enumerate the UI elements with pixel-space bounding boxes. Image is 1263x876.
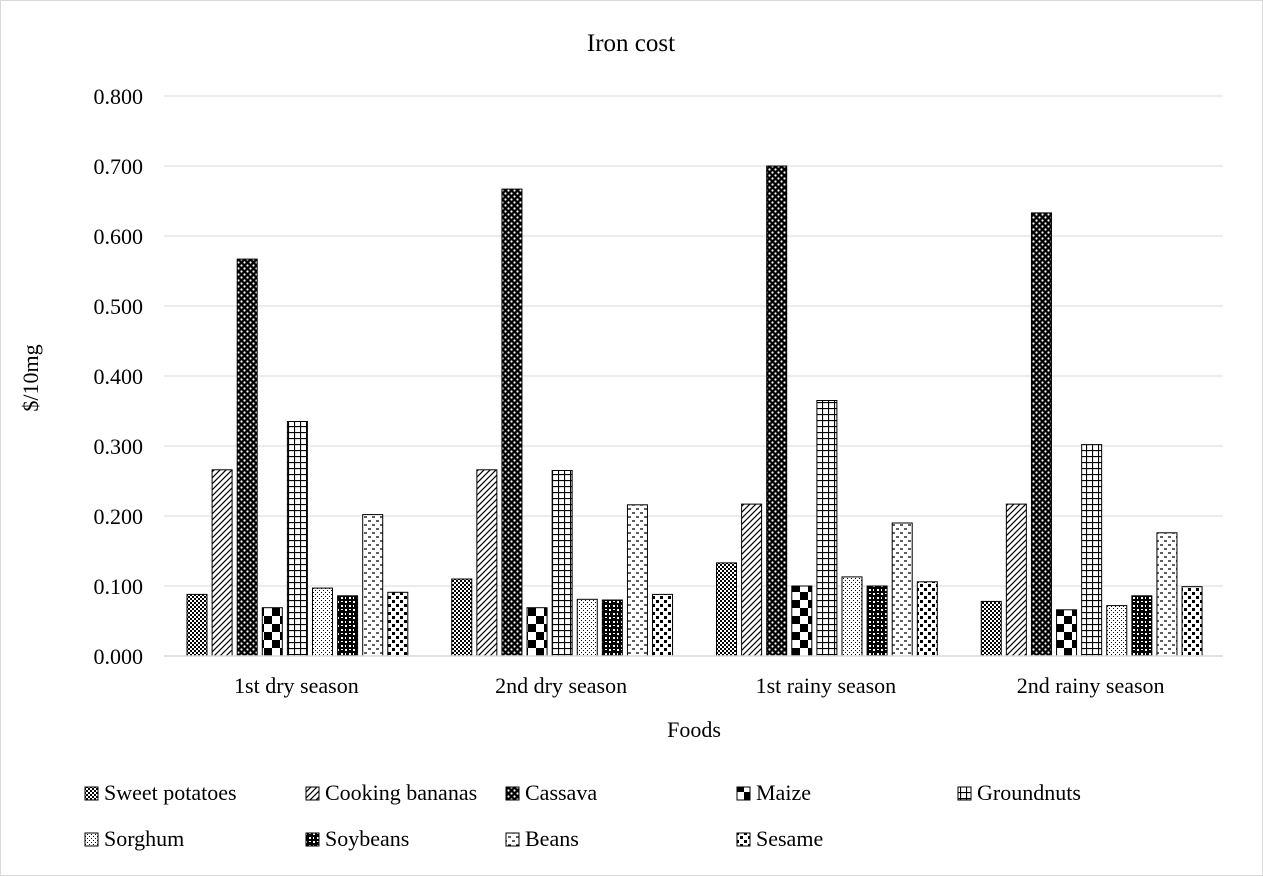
chart-title: Iron cost (587, 30, 675, 57)
legend-swatch (305, 786, 320, 801)
bar-cassava (501, 188, 523, 657)
bar-sesame (1181, 586, 1203, 657)
x-axis-ticks: 1st dry season 2nd dry season 1st rainy se… (234, 673, 1165, 698)
legend-label: Cooking bananas (325, 780, 477, 805)
bar-soybeans (866, 585, 888, 657)
bar-sorghum (576, 598, 598, 657)
legend: Sweet potatoes Cooking bananas Cassava Maiz… (84, 780, 1081, 851)
bar-soybeans (601, 599, 623, 657)
legend-swatch (84, 832, 99, 847)
gridlines (164, 95, 1223, 587)
bar-groundnuts (286, 421, 308, 657)
legend-label: Sorghum (104, 826, 184, 851)
bar-beans (626, 504, 648, 657)
y-tick-label: 0.100 (94, 574, 144, 599)
legend-item: Maize (736, 780, 811, 805)
legend-label: Cassava (525, 780, 597, 805)
y-axis-ticks: 0.000 0.100 0.200 0.300 0.400 0.500 0.600 0.700… (94, 84, 144, 669)
bar-maize (1056, 609, 1078, 657)
bar-sweet-potatoes (451, 578, 473, 657)
legend-label: Sesame (756, 826, 823, 851)
bar-soybeans (1131, 595, 1153, 657)
legend-item: Beans (505, 826, 579, 851)
y-tick-label: 0.500 (94, 294, 144, 319)
bar-cooking-bananas (476, 469, 498, 657)
y-tick-label: 0.200 (94, 504, 144, 529)
bar-cassava (1030, 212, 1052, 657)
bar-groundnuts (816, 400, 838, 657)
legend-label: Soybeans (325, 826, 409, 851)
bar-cassava (236, 258, 258, 657)
bar-maize (791, 585, 813, 657)
legend-swatch (505, 786, 520, 801)
legend-item: Sweet potatoes (84, 780, 237, 805)
y-tick-label: 0.800 (94, 84, 144, 109)
bar-cassava (766, 165, 788, 657)
y-axis-label: $/10mg (18, 344, 43, 411)
bars (186, 165, 1203, 657)
x-tick-label: 1st dry season (234, 673, 359, 698)
legend-item: Cooking bananas (305, 780, 477, 805)
bar-cooking-bananas (741, 503, 763, 657)
bar-sesame (387, 591, 409, 657)
x-tick-label: 2nd rainy season (1017, 673, 1165, 698)
x-tick-label: 2nd dry season (495, 673, 627, 698)
bar-sorghum (1106, 605, 1128, 657)
bar-sesame (652, 593, 674, 657)
legend-swatch (957, 786, 972, 801)
y-tick-label: 0.000 (94, 644, 144, 669)
legend-label: Groundnuts (977, 780, 1081, 805)
x-axis-label: Foods (667, 717, 721, 742)
legend-label: Beans (525, 826, 579, 851)
bar-sweet-potatoes (186, 593, 208, 657)
bar-soybeans (337, 595, 359, 657)
bar-maize (261, 607, 283, 657)
legend-swatch (305, 832, 320, 847)
legend-swatch (84, 786, 99, 801)
bar-sweet-potatoes (716, 562, 737, 657)
bar-groundnuts (551, 470, 573, 657)
y-tick-label: 0.600 (94, 224, 144, 249)
bar-sorghum (312, 587, 333, 657)
legend-item: Cassava (505, 780, 597, 805)
bar-sesame (916, 581, 938, 657)
legend-item: Groundnuts (957, 780, 1081, 805)
legend-item: Sorghum (84, 826, 184, 851)
bar-beans (362, 514, 384, 657)
bar-groundnuts (1081, 444, 1103, 657)
legend-swatch (505, 832, 520, 847)
y-tick-label: 0.400 (94, 364, 144, 389)
bar-sorghum (841, 576, 863, 657)
bar-cooking-bananas (1005, 503, 1027, 657)
y-tick-label: 0.700 (94, 154, 144, 179)
x-tick-label: 1st rainy season (756, 673, 897, 698)
legend-item: Soybeans (305, 826, 409, 851)
y-tick-label: 0.300 (94, 434, 144, 459)
bar-cooking-bananas (211, 469, 233, 657)
legend-label: Sweet potatoes (104, 780, 237, 805)
bar-maize (526, 607, 548, 657)
bar-sweet-potatoes (980, 600, 1002, 657)
legend-label: Maize (756, 780, 811, 805)
bar-beans (891, 522, 913, 657)
legend-item: Sesame (736, 826, 823, 851)
legend-swatch (736, 786, 751, 801)
bar-beans (1156, 532, 1178, 657)
legend-swatch (736, 832, 751, 847)
